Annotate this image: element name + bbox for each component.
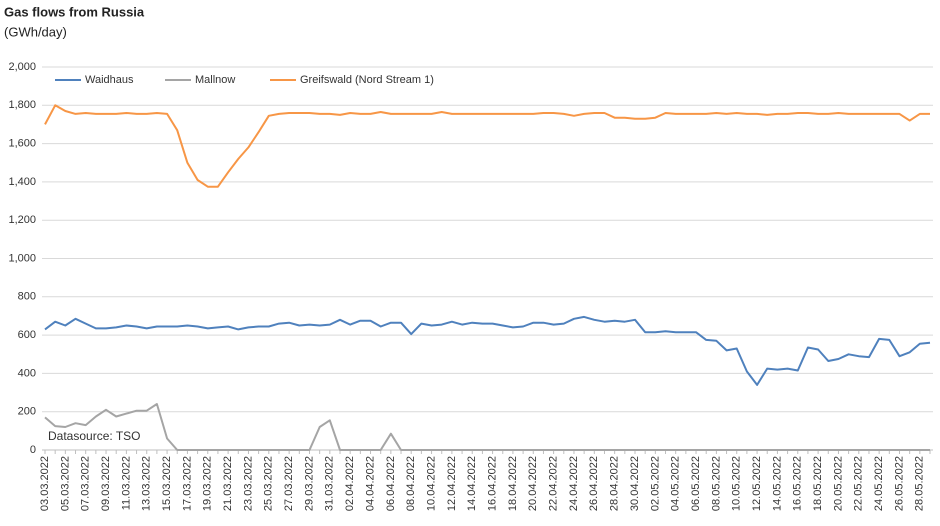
x-tick-label: 16.04.2022 xyxy=(486,456,498,511)
x-tick-label: 10.05.2022 xyxy=(731,456,743,511)
x-tick-label: 19.03.2022 xyxy=(202,456,214,511)
x-tick-label: 04.04.2022 xyxy=(364,456,376,511)
legend-label: Waidhaus xyxy=(85,74,134,86)
x-tick-label: 06.04.2022 xyxy=(385,456,397,511)
x-tick-label: 22.04.2022 xyxy=(548,456,560,511)
x-tick-label: 16.05.2022 xyxy=(792,456,804,511)
x-tick-label: 14.04.2022 xyxy=(466,456,478,511)
x-tick-label: 22.05.2022 xyxy=(853,456,865,511)
x-tick-label: 17.03.2022 xyxy=(181,456,193,511)
x-tick-label: 18.05.2022 xyxy=(812,456,824,511)
y-tick-label: 1,600 xyxy=(8,138,36,150)
y-tick-label: 0 xyxy=(30,444,36,456)
y-tick-label: 1,000 xyxy=(8,252,36,264)
x-tick-label: 07.03.2022 xyxy=(80,456,92,511)
legend-label: Greifswald (Nord Stream 1) xyxy=(300,74,434,86)
x-tick-label: 28.04.2022 xyxy=(609,456,621,511)
chart-subtitle: (GWh/day) xyxy=(4,24,67,39)
x-tick-label: 28.05.2022 xyxy=(914,456,926,511)
x-tick-label: 08.05.2022 xyxy=(710,456,722,511)
y-tick-label: 600 xyxy=(18,329,36,341)
x-tick-label: 31.03.2022 xyxy=(324,456,336,511)
x-tick-label: 12.05.2022 xyxy=(751,456,763,511)
chart-title: Gas flows from Russia xyxy=(4,4,145,19)
x-tick-label: 25.03.2022 xyxy=(263,456,275,511)
y-tick-label: 1,800 xyxy=(8,99,36,111)
series-line xyxy=(44,104,930,188)
annotation: Datasource: TSO xyxy=(48,429,140,443)
x-tick-label: 29.03.2022 xyxy=(303,456,315,511)
legend-label: Mallnow xyxy=(195,74,235,86)
x-tick-label: 11.03.2022 xyxy=(120,456,132,510)
series-line xyxy=(44,315,931,386)
x-tick-label: 02.04.2022 xyxy=(344,456,356,511)
x-tick-label: 20.04.2022 xyxy=(527,456,539,511)
series-line xyxy=(44,403,930,451)
x-tick-label: 18.04.2022 xyxy=(507,456,519,511)
y-tick-label: 1,200 xyxy=(8,214,36,226)
x-tick-label: 26.05.2022 xyxy=(893,456,905,511)
x-tick-label: 09.03.2022 xyxy=(100,456,112,511)
x-tick-label: 24.04.2022 xyxy=(568,456,580,511)
y-tick-label: 800 xyxy=(18,291,36,303)
y-tick-label: 400 xyxy=(18,367,36,379)
x-tick-label: 21.03.2022 xyxy=(222,456,234,511)
y-tick-label: 1,400 xyxy=(8,176,36,188)
x-tick-label: 05.03.2022 xyxy=(59,456,71,511)
x-tick-label: 26.04.2022 xyxy=(588,456,600,511)
x-tick-label: 10.04.2022 xyxy=(425,456,437,511)
x-tick-label: 02.05.2022 xyxy=(649,456,661,511)
x-tick-label: 03.03.2022 xyxy=(39,456,51,511)
x-tick-label: 30.04.2022 xyxy=(629,456,641,511)
x-tick-label: 06.05.2022 xyxy=(690,456,702,511)
y-tick-label: 2,000 xyxy=(8,61,36,73)
x-tick-label: 15.03.2022 xyxy=(161,456,173,511)
x-tick-label: 20.05.2022 xyxy=(832,456,844,511)
x-tick-label: 27.03.2022 xyxy=(283,456,295,511)
x-tick-label: 14.05.2022 xyxy=(771,456,783,511)
x-tick-label: 12.04.2022 xyxy=(446,456,458,511)
x-tick-label: 08.04.2022 xyxy=(405,456,417,511)
x-tick-label: 23.03.2022 xyxy=(242,456,254,511)
x-tick-label: 24.05.2022 xyxy=(873,456,885,511)
x-tick-label: 04.05.2022 xyxy=(670,456,682,511)
x-tick-label: 13.03.2022 xyxy=(141,456,153,511)
y-tick-label: 200 xyxy=(18,406,36,418)
